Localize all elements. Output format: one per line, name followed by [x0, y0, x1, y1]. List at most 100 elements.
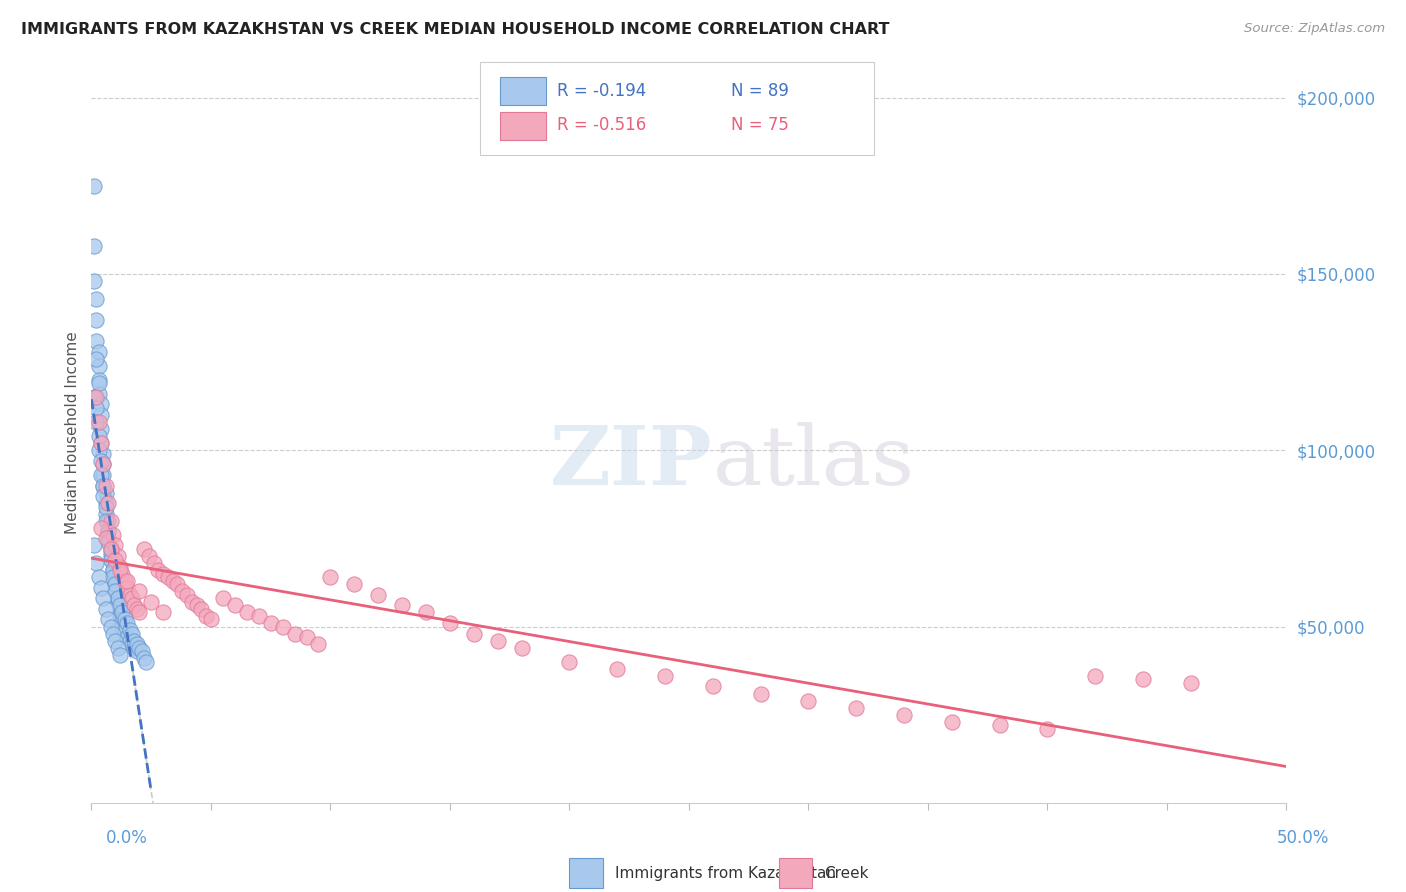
Point: [138, 549, 160, 563]
Point: [90, 422, 112, 436]
Point: [118, 633, 141, 648]
Point: [111, 566, 134, 581]
Point: [107, 595, 129, 609]
Point: [152, 606, 174, 620]
Text: N = 75: N = 75: [731, 116, 789, 135]
Point: [166, 577, 188, 591]
Point: [94, 496, 117, 510]
Point: [104, 633, 127, 648]
Point: [84, 313, 107, 327]
Point: [142, 556, 165, 570]
Point: [510, 640, 533, 655]
Point: [124, 633, 146, 648]
Point: [97, 532, 120, 546]
Point: [90, 467, 112, 482]
Point: [107, 591, 129, 606]
Point: [125, 644, 148, 658]
Point: [135, 655, 157, 669]
Point: [152, 566, 174, 581]
Point: [104, 552, 127, 566]
Point: [439, 615, 461, 630]
Point: [343, 577, 366, 591]
Point: [93, 447, 114, 461]
Point: [97, 612, 120, 626]
Point: [84, 390, 107, 404]
Point: [108, 609, 131, 624]
Point: [141, 595, 162, 609]
Point: [100, 619, 122, 633]
Point: [83, 178, 105, 193]
Point: [108, 563, 131, 577]
Point: [94, 507, 117, 521]
Point: [83, 274, 105, 288]
Point: [284, 626, 307, 640]
Point: [87, 376, 110, 391]
Point: [115, 574, 138, 588]
Point: [200, 612, 222, 626]
Point: [94, 478, 117, 492]
Point: [271, 619, 294, 633]
Point: [195, 609, 218, 624]
Point: [558, 655, 581, 669]
Point: [114, 574, 136, 588]
Y-axis label: Median Household Income: Median Household Income: [65, 331, 80, 534]
Point: [93, 458, 114, 472]
Point: [749, 686, 772, 700]
Text: R = -0.194: R = -0.194: [558, 81, 647, 100]
Point: [172, 584, 194, 599]
Point: [104, 577, 127, 591]
Point: [90, 454, 112, 468]
Point: [114, 612, 136, 626]
Point: [247, 609, 270, 624]
Point: [100, 514, 122, 528]
Point: [115, 630, 138, 644]
Point: [94, 602, 117, 616]
Point: [100, 541, 122, 556]
Point: [156, 570, 179, 584]
FancyBboxPatch shape: [501, 112, 546, 140]
Point: [87, 387, 110, 401]
Point: [101, 528, 124, 542]
Point: [93, 478, 114, 492]
Point: [83, 390, 105, 404]
Point: [104, 577, 127, 591]
Point: [121, 637, 143, 651]
Point: [94, 532, 117, 546]
Point: [100, 545, 122, 559]
Point: [367, 588, 389, 602]
FancyBboxPatch shape: [501, 78, 546, 105]
Point: [84, 334, 107, 348]
Point: [83, 538, 105, 552]
Text: Creek: Creek: [824, 865, 869, 880]
Point: [90, 581, 112, 595]
Point: [1132, 673, 1154, 687]
FancyBboxPatch shape: [479, 62, 875, 155]
Point: [941, 714, 963, 729]
Point: [104, 584, 127, 599]
Point: [83, 239, 105, 253]
Point: [108, 602, 131, 616]
Point: [87, 359, 110, 373]
Text: ZIP: ZIP: [550, 422, 713, 502]
Point: [97, 514, 120, 528]
Text: Source: ZipAtlas.com: Source: ZipAtlas.com: [1244, 22, 1385, 36]
Text: R = -0.516: R = -0.516: [558, 116, 647, 135]
Point: [107, 549, 129, 563]
Point: [259, 615, 281, 630]
Point: [148, 563, 170, 577]
Point: [108, 648, 131, 662]
Point: [307, 637, 329, 651]
FancyBboxPatch shape: [569, 858, 603, 888]
Point: [124, 599, 146, 613]
Point: [463, 626, 485, 640]
Point: [101, 556, 124, 570]
Point: [224, 599, 246, 613]
Point: [101, 563, 124, 577]
Point: [84, 415, 107, 429]
Point: [101, 570, 124, 584]
Text: Immigrants from Kazakhstan: Immigrants from Kazakhstan: [614, 865, 835, 880]
Point: [391, 599, 413, 613]
Point: [84, 401, 107, 415]
Point: [100, 549, 122, 563]
Point: [108, 599, 131, 613]
